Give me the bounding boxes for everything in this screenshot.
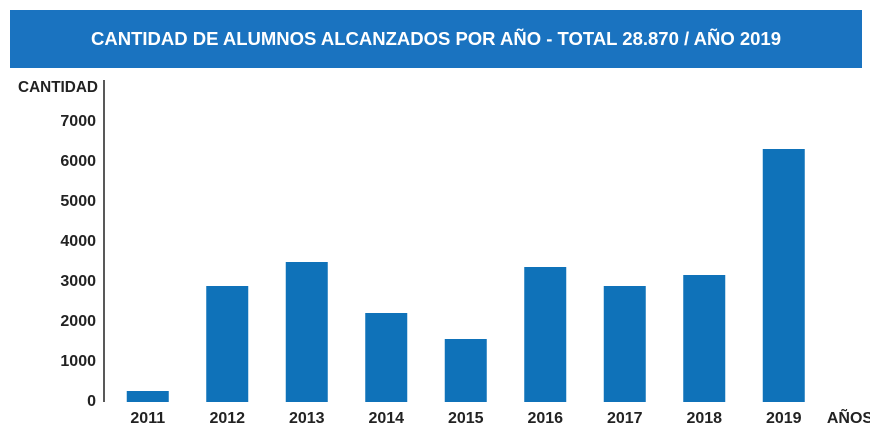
y-tick-label: 7000 (60, 113, 96, 130)
y-tick-label: 5000 (60, 193, 96, 210)
bar (683, 275, 726, 402)
y-tick-label: 6000 (60, 153, 96, 170)
x-tick-label: 2019 (766, 410, 802, 427)
x-tick-label: 2017 (607, 410, 643, 427)
bar (524, 267, 567, 402)
bar (126, 391, 169, 402)
x-tick-label: 2018 (686, 410, 722, 427)
y-tick-label: 3000 (60, 273, 96, 290)
bar (444, 339, 487, 402)
bar (762, 149, 805, 402)
chart-title: CANTIDAD DE ALUMNOS ALCANZADOS POR AÑO -… (91, 28, 781, 49)
x-axis-label: AÑOS (827, 407, 870, 427)
x-tick-label: 2016 (527, 410, 563, 427)
y-tick-label: 1000 (60, 353, 96, 370)
y-tick-label: 0 (87, 393, 96, 410)
bar (206, 286, 249, 402)
y-axis-label: CANTIDAD (18, 79, 98, 96)
x-tick-label: 2015 (448, 410, 484, 427)
y-tick-label: 2000 (60, 313, 96, 330)
x-tick-label: 2012 (209, 410, 245, 427)
bar (365, 313, 408, 402)
x-tick-label: 2014 (368, 410, 404, 427)
bar (285, 262, 328, 402)
x-tick-label: 2013 (289, 410, 325, 427)
title-banner (10, 10, 862, 68)
bar (603, 286, 646, 402)
y-tick-label: 4000 (60, 233, 96, 250)
x-tick-label: 2011 (130, 410, 165, 427)
